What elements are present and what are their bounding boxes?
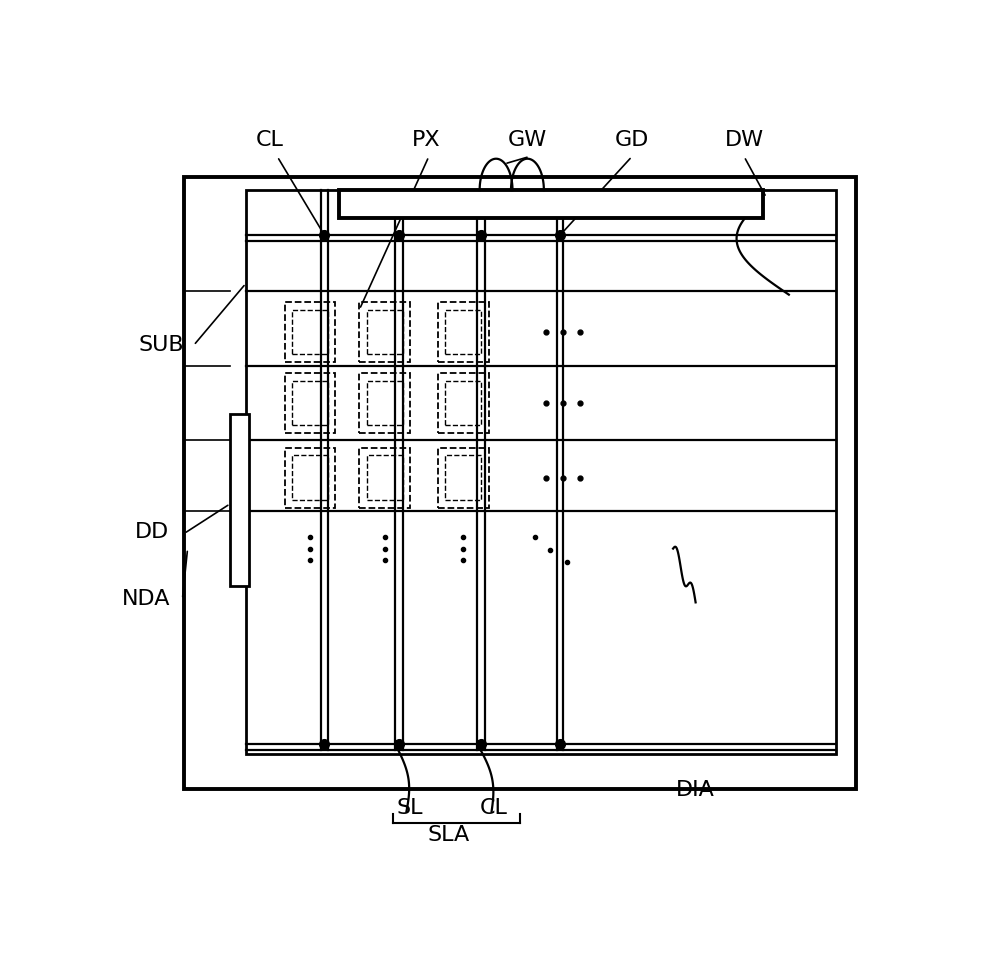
Bar (292, 310, 328, 355)
Text: NDA: NDA (122, 589, 171, 609)
Text: PX: PX (412, 130, 441, 150)
Bar (445, 310, 481, 355)
Bar (367, 310, 403, 355)
Text: CL: CL (480, 797, 508, 818)
Bar (285, 449, 335, 508)
Bar (285, 374, 335, 433)
Text: SLA: SLA (428, 824, 470, 844)
Text: SL: SL (396, 797, 423, 818)
Bar (359, 449, 410, 508)
Text: GD: GD (615, 130, 649, 150)
Bar (445, 381, 481, 426)
Text: DIA: DIA (676, 779, 715, 799)
Bar (438, 303, 489, 362)
Text: GW: GW (508, 130, 547, 150)
Bar (246, 191, 836, 754)
Bar (359, 374, 410, 433)
Bar (285, 303, 335, 362)
Text: SUB: SUB (139, 335, 184, 355)
Bar (367, 381, 403, 426)
Bar (438, 374, 489, 433)
Bar (438, 449, 489, 508)
Bar (339, 191, 763, 219)
Bar (230, 415, 249, 586)
Text: CL: CL (256, 130, 284, 150)
Bar (292, 381, 328, 426)
Bar (367, 455, 403, 501)
Bar (292, 455, 328, 501)
Bar (359, 303, 410, 362)
Text: DD: DD (135, 521, 169, 542)
Text: DW: DW (724, 130, 764, 150)
Bar (184, 177, 856, 790)
Bar (445, 455, 481, 501)
